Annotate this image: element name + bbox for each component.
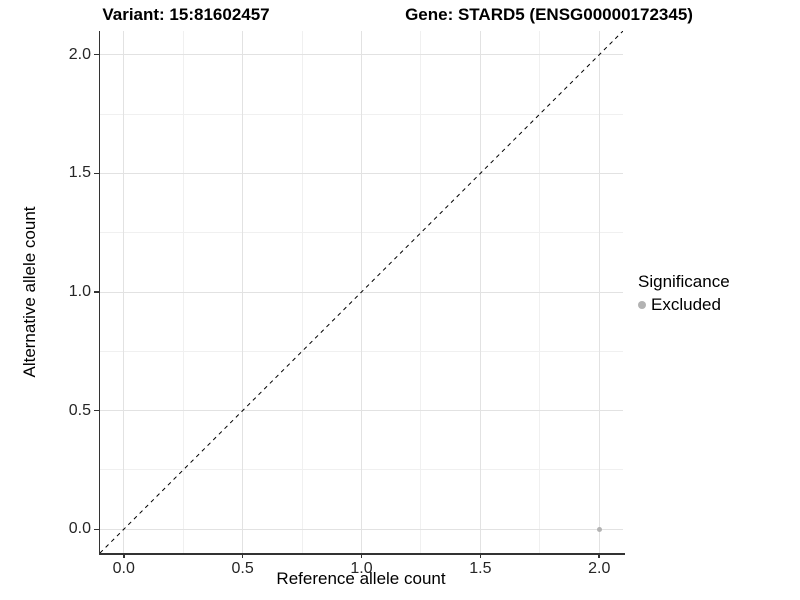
x-tick-label: 0.0	[112, 560, 135, 577]
y-tick-label: 0.0	[68, 520, 91, 538]
plot-title-gene: Gene: STARD5 (ENSG00000172345)	[405, 5, 693, 24]
x-tick-mark	[479, 553, 482, 558]
legend-title: Significance	[638, 272, 730, 291]
x-tick-label: 1.0	[350, 560, 373, 577]
x-tick-label: 0.5	[231, 560, 254, 577]
identity-reference-line	[100, 31, 623, 553]
x-tick-label: 1.5	[469, 560, 492, 577]
legend-item-excluded: Excluded	[638, 295, 730, 315]
y-major-gridline	[100, 54, 623, 56]
x-tick-mark	[123, 553, 125, 558]
y-major-gridline	[100, 528, 623, 530]
x-tick-mark	[360, 553, 363, 558]
x-tick-mark	[241, 553, 244, 558]
data-point-excluded	[596, 526, 602, 532]
legend-item-label: Excluded	[651, 295, 721, 314]
y-tick-label: 1.5	[68, 164, 91, 182]
y-major-gridline	[100, 410, 623, 412]
y-major-gridline	[100, 172, 623, 174]
x-tick-mark	[598, 553, 600, 558]
excluded-point-icon	[638, 301, 646, 309]
plot-title-variant: Variant: 15:81602457	[102, 5, 270, 24]
y-axis-title: Alternative allele count	[20, 206, 39, 378]
y-tick-mark	[94, 291, 99, 293]
y-tick-mark	[94, 53, 99, 56]
y-tick-mark	[94, 172, 99, 175]
x-axis-title: Reference allele count	[276, 569, 446, 588]
legend: Significance Excluded	[638, 272, 730, 315]
y-tick-label: 1.0	[68, 283, 91, 300]
y-tick-mark	[94, 409, 99, 412]
y-axis-line	[98, 31, 100, 555]
y-tick-mark	[94, 528, 99, 531]
x-tick-label: 2.0	[588, 560, 611, 577]
plot-panel	[100, 31, 623, 553]
y-tick-label: 2.0	[68, 45, 91, 63]
y-tick-label: 0.5	[68, 401, 91, 419]
